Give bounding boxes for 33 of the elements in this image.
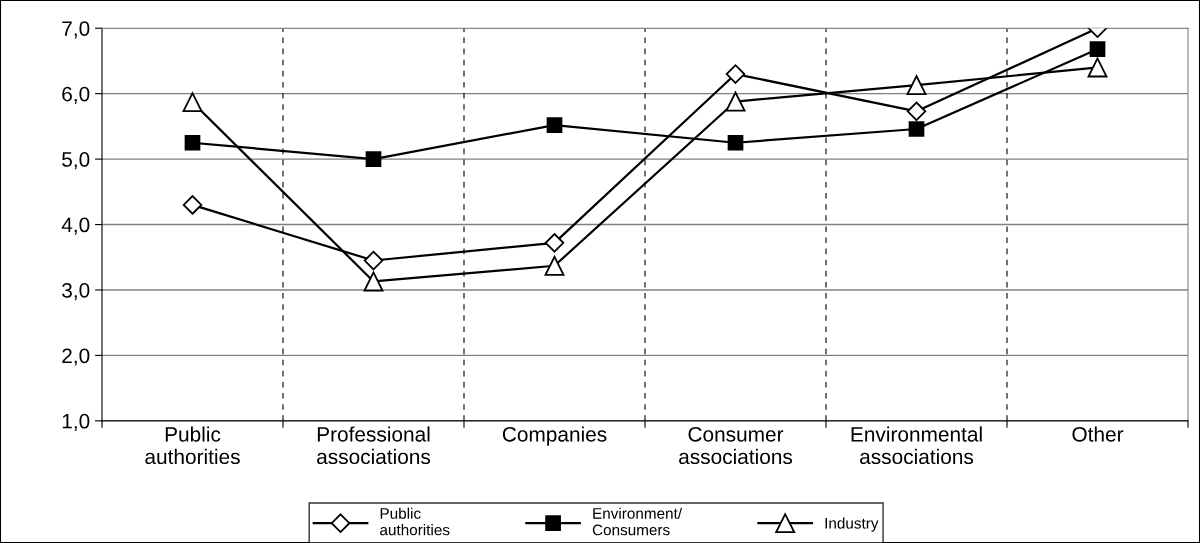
point xyxy=(365,151,382,167)
y-tick-label: 4,0 xyxy=(61,217,90,235)
y-tick-label: 3,0 xyxy=(62,282,90,301)
y-tick-label: 1,0 xyxy=(62,413,90,432)
point xyxy=(906,75,927,96)
x-tick-label: Professional associations xyxy=(317,426,431,465)
y-tick-label: 6,0 xyxy=(62,86,90,104)
point xyxy=(544,233,565,253)
legend-label: Industry xyxy=(825,517,879,532)
point xyxy=(1089,41,1106,58)
y-tick-label: 2,0 xyxy=(62,348,90,366)
x-tick-label: Public authorities xyxy=(145,426,240,465)
point xyxy=(182,92,203,113)
point xyxy=(363,271,384,292)
x-tick-label: Consumer associations xyxy=(679,426,793,465)
y-tick-label: 7,0 xyxy=(62,21,90,39)
point xyxy=(363,250,384,271)
point xyxy=(906,101,927,122)
point xyxy=(908,121,925,137)
point xyxy=(184,134,201,151)
x-tick-label: Environmental associations xyxy=(851,426,982,465)
legend-label: Environment/ Consumers xyxy=(592,507,683,536)
point xyxy=(725,91,746,112)
y-tick-label: 5,0 xyxy=(62,152,90,170)
x-tick-label: Other xyxy=(1072,426,1124,442)
point xyxy=(725,64,746,84)
legend-label: Public authorities xyxy=(380,507,450,536)
point xyxy=(727,134,744,151)
point xyxy=(544,255,565,276)
point xyxy=(546,117,563,133)
point xyxy=(1087,57,1108,78)
point xyxy=(182,195,203,215)
x-tick-label: Companies xyxy=(502,426,607,446)
